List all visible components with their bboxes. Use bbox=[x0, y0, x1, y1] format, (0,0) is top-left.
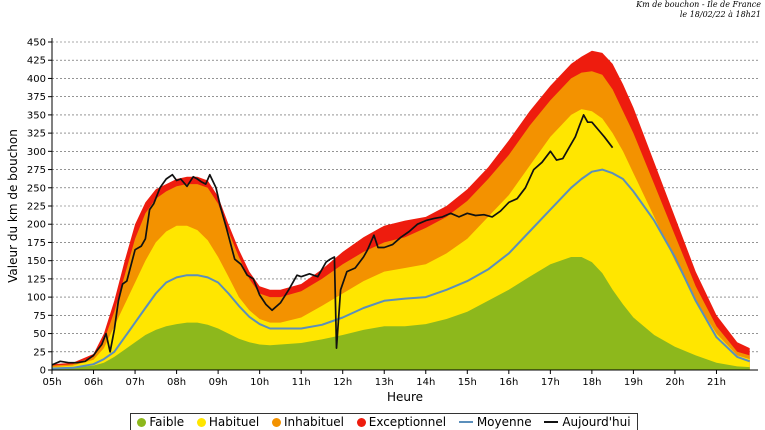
y-tick-label: 25 bbox=[33, 347, 46, 358]
x-axis-label: Heure bbox=[387, 390, 423, 404]
y-tick-label: 200 bbox=[27, 220, 46, 231]
legend-item: Moyenne bbox=[458, 415, 532, 429]
line-aujourdhui bbox=[51, 114, 614, 366]
area-faible bbox=[52, 257, 750, 370]
axes bbox=[51, 38, 758, 371]
legend-label: Habituel bbox=[208, 415, 260, 429]
x-tick-label: 20h bbox=[665, 377, 684, 388]
y-tick-label: 75 bbox=[33, 311, 46, 322]
area-series bbox=[52, 50, 750, 370]
legend-swatch bbox=[458, 421, 473, 423]
legend-label: Aujourd'hui bbox=[562, 415, 631, 429]
y-tick-label: 125 bbox=[27, 274, 46, 285]
x-tick-label: 19h bbox=[624, 377, 643, 388]
y-tick-label: 225 bbox=[27, 202, 46, 213]
legend-swatch bbox=[137, 417, 147, 427]
legend-swatch bbox=[544, 421, 559, 423]
y-tick-label: 275 bbox=[27, 165, 46, 176]
x-tick-label: 21h bbox=[707, 377, 726, 388]
y-tick-label: 100 bbox=[27, 293, 46, 304]
legend-swatch bbox=[196, 417, 206, 427]
y-tick-label: 175 bbox=[27, 238, 46, 249]
legend-swatch bbox=[271, 417, 281, 427]
y-tick-label: 50 bbox=[33, 329, 46, 340]
y-tick-label: 0 bbox=[40, 366, 46, 377]
line-moyenne bbox=[51, 168, 751, 370]
x-tick-label: 17h bbox=[541, 377, 560, 388]
legend-swatch bbox=[356, 417, 366, 427]
legend-item: Exceptionnel bbox=[356, 415, 447, 429]
x-tick-label: 07h bbox=[126, 377, 145, 388]
y-tick-label: 375 bbox=[27, 92, 46, 103]
y-tick-label: 150 bbox=[27, 256, 46, 267]
y-tick-labels: 0 25 50 75 100 125 150 175 200 225 250 275 300 325 350… bbox=[27, 38, 52, 377]
y-tick-label: 250 bbox=[27, 183, 46, 194]
traffic-jam-chart: 0 25 50 75 100 125 150 175 200 225 250 275 300 325 350… bbox=[6, 38, 758, 404]
x-tick-label: 16h bbox=[499, 377, 518, 388]
legend-item: Aujourd'hui bbox=[544, 415, 631, 429]
y-tick-label: 400 bbox=[27, 74, 46, 85]
x-tick-label: 13h bbox=[375, 377, 394, 388]
y-tick-label: 325 bbox=[27, 129, 46, 140]
chart-header-title: Km de bouchon - Ile de France bbox=[636, 0, 761, 9]
y-tick-label: 300 bbox=[27, 147, 46, 158]
x-tick-labels: 05h 06h 07h 08h 09h 10h 11h 12h 13h 14h 15h 16h 17h 1… bbox=[42, 370, 726, 388]
legend-label: Inhabituel bbox=[283, 415, 345, 429]
legend-item: Faible bbox=[137, 415, 184, 429]
x-tick-label: 08h bbox=[167, 377, 186, 388]
y-axis-label: Valeur du km de bouchon bbox=[6, 129, 20, 283]
chart-legend: Faible Habituel Inhabituel Exceptionnel Moye… bbox=[130, 413, 638, 430]
x-tick-label: 15h bbox=[458, 377, 477, 388]
y-tick-label: 425 bbox=[27, 56, 46, 67]
x-tick-label: 05h bbox=[42, 377, 61, 388]
line-series bbox=[51, 114, 751, 370]
chart-header-timestamp: le 18/02/22 à 18h21 bbox=[679, 10, 761, 19]
x-tick-label: 12h bbox=[333, 377, 352, 388]
x-tick-label: 06h bbox=[84, 377, 103, 388]
legend-label: Exceptionnel bbox=[368, 415, 447, 429]
x-tick-label: 09h bbox=[209, 377, 228, 388]
legend-item: Inhabituel bbox=[271, 415, 345, 429]
y-tick-label: 450 bbox=[27, 38, 46, 49]
x-tick-label: 14h bbox=[416, 377, 435, 388]
x-tick-label: 10h bbox=[250, 377, 269, 388]
y-tick-label: 350 bbox=[27, 110, 46, 121]
x-tick-label: 18h bbox=[582, 377, 601, 388]
legend-label: Moyenne bbox=[476, 415, 532, 429]
x-tick-label: 11h bbox=[292, 377, 311, 388]
legend-item: Habituel bbox=[196, 415, 260, 429]
legend-label: Faible bbox=[149, 415, 185, 429]
